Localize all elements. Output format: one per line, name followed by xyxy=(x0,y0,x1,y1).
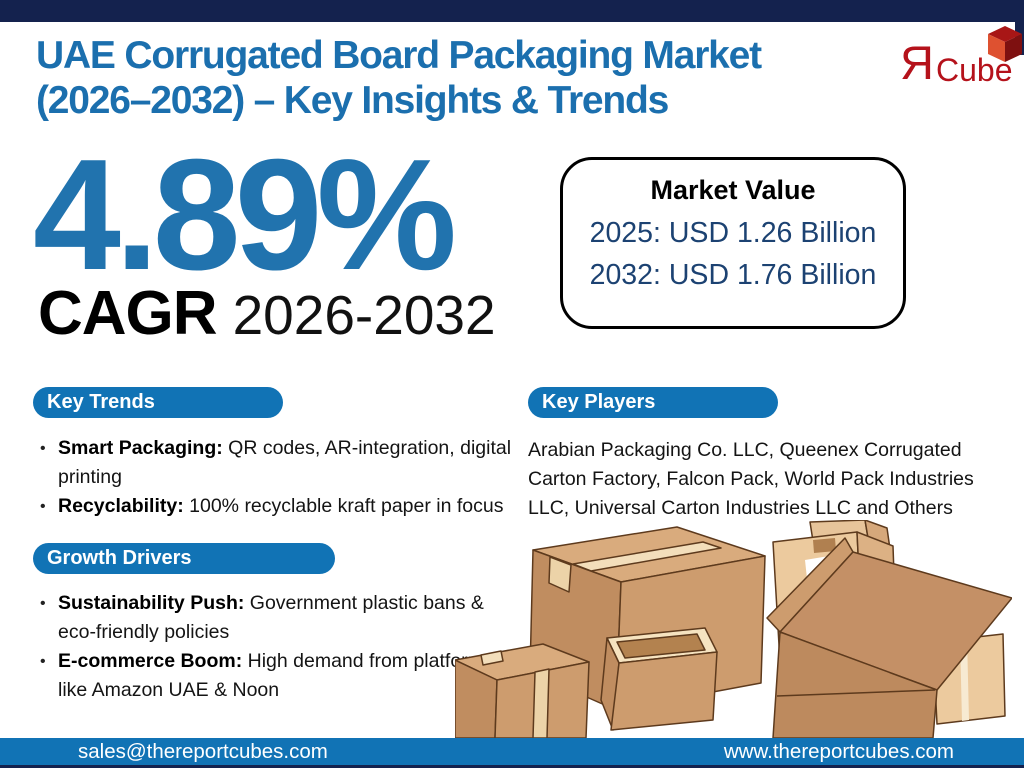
section-header-key-trends: Key Trends xyxy=(33,387,283,418)
list-item: Recyclability: 100% recyclable kraft pap… xyxy=(36,492,520,521)
market-value-2025: 2025: USD 1.26 Billion xyxy=(589,217,877,249)
list-item-lead: Smart Packaging: xyxy=(58,437,223,459)
top-accent-bar xyxy=(0,0,1024,22)
market-value-title: Market Value xyxy=(650,175,816,205)
market-value-2032: 2032: USD 1.76 Billion xyxy=(589,259,877,291)
list-item-text: QR codes, AR-integration, digital printi… xyxy=(58,437,512,488)
list-item: Smart Packaging: QR codes, AR-integratio… xyxy=(36,434,520,492)
brand-logo: Я Cube xyxy=(900,26,1024,88)
cube-3d-icon xyxy=(988,26,1022,62)
page-title: UAE Corrugated Board Packaging Market (2… xyxy=(36,33,856,123)
cagr-label: CAGR xyxy=(38,279,218,348)
page-title-line1: UAE Corrugated Board Packaging Market xyxy=(36,34,762,77)
list-item-lead: E-commerce Boom: xyxy=(58,650,243,672)
footer-website-link[interactable]: www.thereportcubes.com xyxy=(723,739,954,763)
cagr-row: CAGR 2026-2032 xyxy=(38,278,496,349)
list-item-text: High demand from platforms like Amazon U… xyxy=(58,650,494,701)
cardboard-boxes-illustration xyxy=(455,520,1012,738)
logo-letter: Я xyxy=(900,36,934,89)
section-header-key-players: Key Players xyxy=(528,387,778,418)
market-value-card: Market Value 2025: USD 1.26 Billion 2032… xyxy=(560,157,906,329)
cagr-value: 4.89% xyxy=(33,127,457,303)
list-item: Sustainability Push: Government plastic … xyxy=(36,589,520,647)
page-title-line2: (2026–2032) – Key Insights & Trends xyxy=(36,79,669,122)
list-item-text: 100% recyclable kraft paper in focus xyxy=(183,495,504,517)
list-item: E-commerce Boom: High demand from platfo… xyxy=(36,647,520,705)
list-item-text: Government plastic bans & eco-friendly p… xyxy=(58,592,484,643)
key-trends-list: Smart Packaging: QR codes, AR-integratio… xyxy=(36,434,520,521)
footer-email-link[interactable]: sales@thereportcubes.com xyxy=(78,739,328,763)
growth-drivers-list: Sustainability Push: Government plastic … xyxy=(36,589,520,705)
list-item-lead: Sustainability Push: xyxy=(58,592,245,614)
footer-bar: sales@thereportcubes.com www.thereportcu… xyxy=(0,738,1024,768)
section-header-growth-drivers: Growth Drivers xyxy=(33,543,335,574)
cagr-period: 2026-2032 xyxy=(232,284,496,346)
key-players-text: Arabian Packaging Co. LLC, Queenex Corru… xyxy=(528,439,974,519)
list-item-lead: Recyclability: xyxy=(58,495,184,517)
